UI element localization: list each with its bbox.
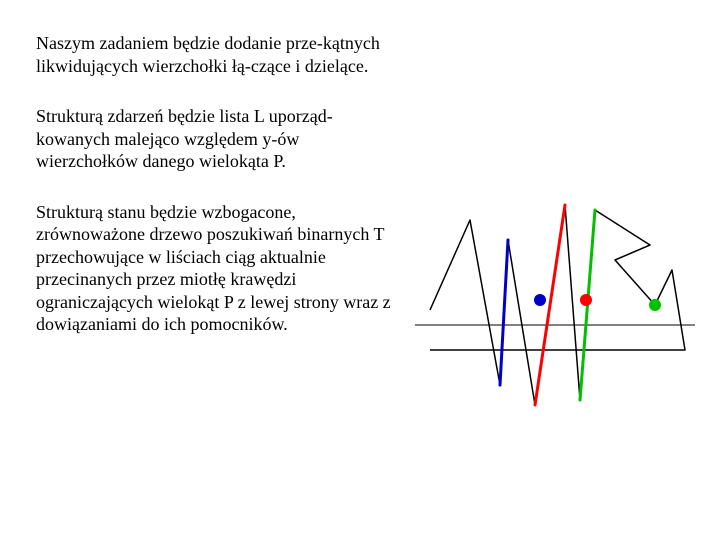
polygon-svg [400, 180, 700, 440]
helper-dot-0 [534, 294, 546, 306]
paragraph-2: Strukturą zdarzeń będzie lista L uporząd… [36, 105, 396, 173]
text-column: Naszym zadaniem będzie dodanie prze-kątn… [36, 32, 396, 364]
paragraph-1: Naszym zadaniem będzie dodanie prze-kątn… [36, 32, 396, 77]
polygon-outline [430, 205, 685, 405]
helper-dot-2 [649, 299, 661, 311]
paragraph-3: Strukturą stanu będzie wzbogacone, zrówn… [36, 201, 396, 336]
helper-dot-1 [580, 294, 592, 306]
polygon-diagram [400, 180, 700, 440]
highlight-edge-0 [500, 240, 508, 385]
